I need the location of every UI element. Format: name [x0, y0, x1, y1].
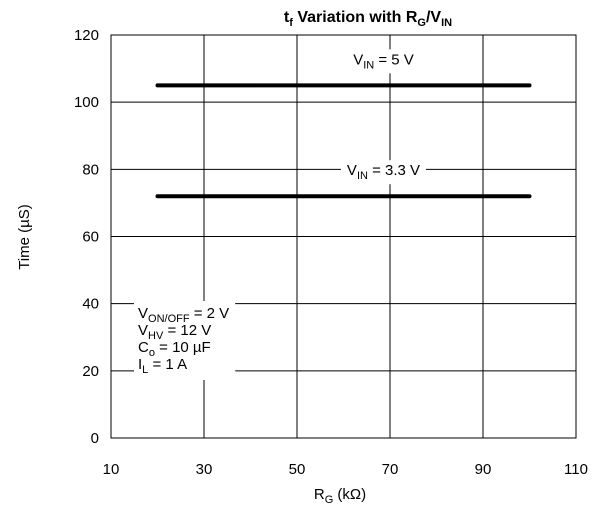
y-tick-label: 80 — [82, 161, 99, 178]
y-tick-label: 120 — [74, 27, 99, 44]
series-label-background — [340, 160, 427, 185]
series-label: VIN = 5 V — [353, 51, 414, 71]
condition-line: IL = 1 A — [138, 356, 187, 376]
x-tick-label: 110 — [564, 461, 588, 478]
conditions-box — [134, 301, 236, 380]
series-label-background — [347, 49, 420, 74]
condition-line: VHV = 12 V — [138, 322, 211, 342]
series-label: VIN = 3.3 V — [347, 162, 420, 182]
y-axis-label: Time (µS) — [16, 204, 33, 270]
x-tick-label: 50 — [289, 461, 306, 478]
x-tick-label: 70 — [382, 461, 399, 478]
plot-frame — [110, 34, 577, 439]
y-tick-label: 0 — [91, 430, 99, 447]
x-axis-label: RG (kΩ) — [314, 486, 366, 506]
y-tick-label: 40 — [82, 296, 99, 313]
series-lines — [155, 83, 532, 199]
y-tick-label: 60 — [82, 229, 99, 246]
y-tick-label: 20 — [82, 363, 99, 380]
x-tick-label: 10 — [103, 461, 120, 478]
condition-line: Co = 10 µF — [138, 339, 211, 359]
x-tick-label: 90 — [475, 461, 492, 478]
chart-title: tf Variation with RG/VIN — [284, 9, 452, 29]
y-tick-label: 100 — [74, 94, 99, 111]
condition-line: VON/OFF = 2 V — [138, 305, 229, 325]
tick-labels: 10 30 50 70 90 110 0 20 40 60 80 100 120 — [74, 27, 588, 478]
x-tick-label: 30 — [196, 461, 213, 478]
